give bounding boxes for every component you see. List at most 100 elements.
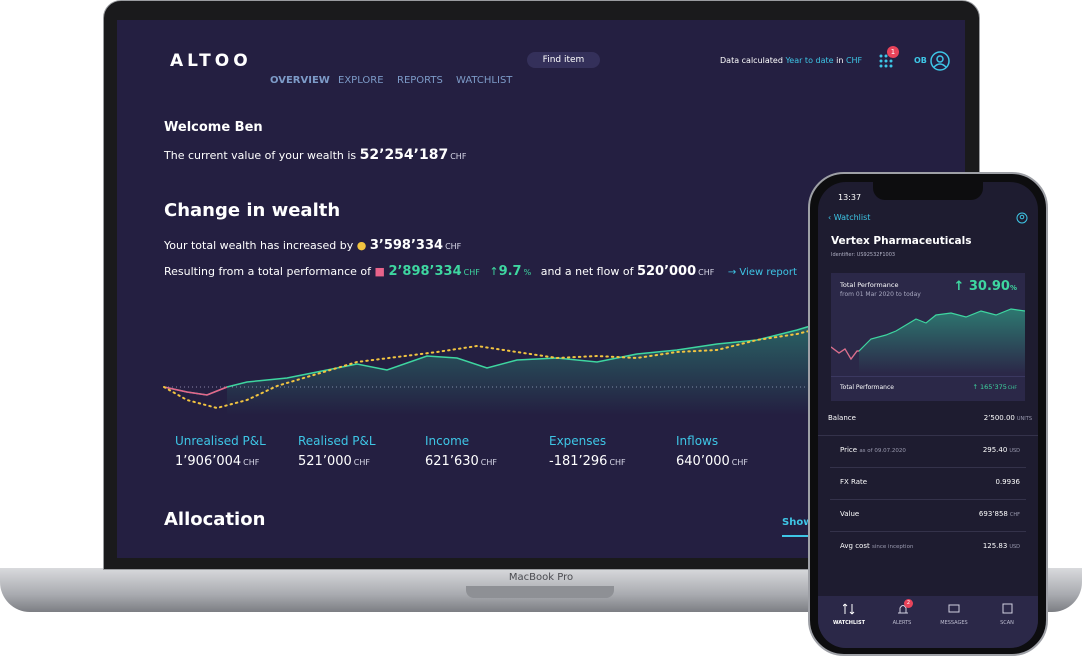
negative-line [831,346,859,361]
row-label: Avg cost since inception [840,542,913,550]
performance-card: Total Performance from 01 Mar 2020 to to… [831,273,1025,401]
value: 621’630 [425,454,479,469]
pct-unit: % [523,268,532,277]
row-label: Balance [828,414,856,422]
perf-value: 2’898’334 [388,264,462,279]
user-icon[interactable] [930,51,950,71]
back-label[interactable]: Watchlist [833,213,871,222]
unit: USD [1009,448,1020,454]
row-label: FX Rate [840,478,868,486]
note-currency[interactable]: CHF [845,56,863,65]
performance-line [163,307,867,396]
row: Value 693’858 CHF [830,499,1026,532]
area [227,308,867,415]
back[interactable]: ‹ Watchlist [828,213,871,222]
tab[interactable]: SCAN [1000,620,1014,626]
value: -181’296 [549,454,608,469]
user-icon[interactable] [1016,212,1028,224]
row: Avg cost since inception 125.83 USD [830,531,1026,563]
search[interactable]: Find item [527,52,600,68]
nav-item[interactable]: REPORTS [397,75,443,86]
stock-title: Vertex Pharmaceuticals [831,235,972,247]
nav-item[interactable]: OVERVIEW [270,75,330,86]
area [859,309,1025,373]
note: as of 09.07.2020 [859,448,906,454]
laptop-model: MacBook Pro [508,572,574,583]
perf-pct: 9.7 [498,264,522,279]
perf-text: Resulting from a total performance of [164,265,372,278]
unit: CHF [609,458,626,467]
unit: CHF [353,458,370,467]
nav-item[interactable]: EXPLORE [338,75,384,86]
pct-unit: % [1009,284,1017,292]
laptop-notch [466,586,614,598]
value: 1’906’004 [175,454,242,469]
tab[interactable]: MESSAGES [940,620,968,626]
stat-label: Inflows [676,434,719,448]
note-period[interactable]: Year to date [785,56,834,65]
row-value: 295.40 USD [983,446,1020,454]
phone-screen: 13:37 ‹ Watchlist Vertex Pharmaceuticals… [818,182,1038,648]
stat-value: 640’000 CHF [676,454,748,469]
nav-item[interactable]: WATCHLIST [456,75,513,86]
greeting: Welcome Ben [164,120,263,135]
value: 640’000 [676,454,730,469]
value: 693’858 [978,510,1008,518]
tab[interactable]: ALERTS [892,620,912,626]
footer-value: ↑ 165’375CHF [972,383,1017,391]
unit: CHF [698,268,715,277]
unit: CHF [450,152,467,161]
label: Price [840,446,858,454]
search-label: Find item [542,55,585,65]
unit: CHF [1009,512,1020,518]
row-label: Price as of 09.07.2020 [840,446,906,454]
wealth-value: 52’254’187 [359,147,449,163]
unit: CHF [1007,386,1017,391]
stat-label: Realised P&L [298,434,376,448]
card-pct: ↑ 30.90% [953,279,1017,294]
wealth-line [163,313,867,410]
row-value: 693’858 CHF [979,510,1020,518]
tab-underline [782,535,822,537]
row-value: 0.9936 [995,478,1021,486]
card-range: from 01 Mar 2020 to today [840,291,921,298]
unit: USD [1009,544,1020,550]
data-note: Data calculated Year to date in CHF [720,56,862,65]
value: 2’500.00 [983,414,1015,422]
badge: 1 [887,46,899,58]
wealth-line: The current value of your wealth is 52’2… [164,147,466,163]
wealth-chart [163,307,867,415]
stat-label: Income [425,434,470,448]
value: 521’000 [298,454,352,469]
row-value: 125.83 USD [983,542,1020,550]
stat-value: 621’630 CHF [425,454,497,469]
performance-line: Resulting from a total performance of ■ … [164,264,797,279]
row-label: Value [840,510,860,518]
stat-value: 521’000 CHF [298,454,370,469]
row: Price as of 09.07.2020 295.40 USD [830,435,1026,468]
increase-line: Your total wealth has increased by ● 3’5… [164,238,462,253]
change-title: Change in wealth [164,200,341,221]
tab-icons [843,603,1013,615]
tab[interactable]: WATCHLIST [832,620,866,626]
user-initials[interactable]: OB [914,56,927,65]
stat-value: 1’906’004 CHF [175,454,259,469]
increase-text: Your total wealth has increased by [164,239,354,252]
negative-line [163,386,228,396]
value: 165’375 [979,383,1007,391]
unit: UNITS [1016,416,1032,422]
note-prefix: Data calculated [720,56,783,65]
increase-value: 3’598’334 [369,238,444,253]
time: 13:37 [838,193,862,202]
wealth-text: The current value of your wealth is [164,149,357,162]
card-divider [831,376,1025,377]
show-tab[interactable]: Show [782,517,813,528]
stat-label: Expenses [549,434,607,448]
stat-label: Unrealised P&L [175,434,266,448]
mini-chart [831,308,1025,373]
phone-notch [873,182,983,200]
view-report[interactable]: View report [739,267,797,278]
value: 295.40 [982,446,1008,454]
allocation-title: Allocation [164,509,266,530]
